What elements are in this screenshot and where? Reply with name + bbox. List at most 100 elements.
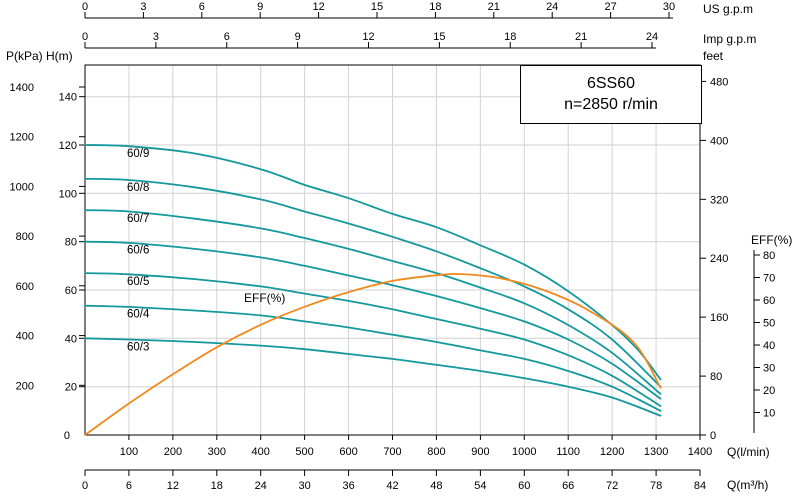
svg-text:300: 300 [208,446,226,458]
svg-text:10: 10 [763,408,775,420]
svg-text:15: 15 [371,1,383,13]
svg-text:84: 84 [694,480,706,492]
svg-text:27: 27 [604,1,616,13]
svg-text:0: 0 [82,480,88,492]
svg-text:9: 9 [295,31,301,43]
axis-q-lmin: 100 200 300 400 500 600 700 800 900 1000 1100 1200 1… [120,435,712,458]
svg-text:80: 80 [65,237,77,249]
svg-text:1200: 1200 [600,446,624,458]
p-axis-title: P(kPa) [6,49,43,63]
axis-feet: 0 80 160 240 320 400 480 [700,76,728,442]
svg-text:18: 18 [211,480,223,492]
svg-text:100: 100 [120,446,138,458]
svg-text:320: 320 [710,194,728,206]
us-gpm-axis-title: US g.p.m [703,2,754,16]
svg-text:6: 6 [199,1,205,13]
svg-text:6: 6 [224,31,230,43]
svg-text:800: 800 [427,446,445,458]
svg-text:60/8: 60/8 [127,182,149,194]
svg-text:30: 30 [298,480,310,492]
svg-text:140: 140 [59,92,77,104]
axis-left-p-h: 2004006008001000120014002040608010012014… [10,82,85,442]
svg-text:21: 21 [575,31,587,43]
svg-text:60/6: 60/6 [127,245,149,257]
q-m3h-axis-title: Q(m³/h) [727,478,769,492]
svg-text:60/3: 60/3 [127,341,149,353]
curve-60-7 [84,209,662,395]
curve-60-5 [84,272,662,407]
svg-text:72: 72 [606,480,618,492]
svg-text:40: 40 [763,340,775,352]
gridlines [85,65,700,435]
svg-text:800: 800 [16,231,34,243]
svg-text:400: 400 [16,331,34,343]
svg-text:18: 18 [504,31,516,43]
pump-model: 6SS60 [586,75,636,93]
svg-text:1400: 1400 [688,446,712,458]
svg-text:60/5: 60/5 [127,276,149,288]
curve-60-3 [84,337,662,417]
svg-text:30: 30 [663,1,675,13]
svg-text:80: 80 [763,250,775,262]
curve-60-6 [84,240,662,400]
curves [84,144,662,436]
svg-text:9: 9 [257,1,263,13]
svg-text:48: 48 [430,480,442,492]
svg-text:18: 18 [429,1,441,13]
svg-text:66: 66 [562,480,574,492]
svg-text:12: 12 [312,1,324,13]
svg-text:60: 60 [518,480,530,492]
title-box: 6SS60 n=2850 r/min [520,65,702,124]
eff-axis-title: EFF(%) [751,233,793,247]
svg-text:1100: 1100 [556,446,580,458]
svg-text:1300: 1300 [644,446,668,458]
svg-text:100: 100 [59,188,77,200]
svg-text:400: 400 [252,446,270,458]
svg-text:400: 400 [710,135,728,147]
q-lmin-axis-title: Q(l/min) [727,445,770,459]
svg-text:70: 70 [763,273,775,285]
svg-text:12: 12 [167,480,179,492]
svg-text:120: 120 [59,140,77,152]
svg-text:20: 20 [65,382,77,394]
svg-text:60/7: 60/7 [127,213,149,225]
svg-text:900: 900 [471,446,489,458]
svg-text:80: 80 [710,371,722,383]
svg-text:24: 24 [646,31,658,43]
curve-efficiency [84,273,662,436]
pump-speed: n=2850 r/min [564,96,658,113]
svg-text:78: 78 [650,480,662,492]
axis-eff: 10 20 30 40 50 60 70 80 [753,250,775,433]
svg-text:500: 500 [295,446,313,458]
svg-text:42: 42 [386,480,398,492]
svg-text:1400: 1400 [10,82,34,94]
svg-text:480: 480 [710,76,728,88]
svg-text:3: 3 [153,31,159,43]
imp-gpm-axis-title: Imp g.p.m [703,32,757,46]
svg-text:1200: 1200 [10,132,34,144]
curve-60-4 [84,304,662,412]
svg-text:40: 40 [65,333,77,345]
axis-us-gpm: 0 3 6 9 12 15 18 21 24 27 30 [82,1,675,19]
svg-text:30: 30 [763,363,775,375]
svg-text:240: 240 [710,253,728,265]
curve-60-9 [84,144,662,381]
feet-axis-title: feet [703,49,724,63]
curve-labels: 60/9 60/8 60/7 60/6 60/5 60/4 60/3 [127,148,150,353]
svg-text:600: 600 [16,281,34,293]
svg-text:24: 24 [255,480,267,492]
svg-text:700: 700 [383,446,401,458]
svg-text:1000: 1000 [10,181,34,193]
svg-text:600: 600 [339,446,357,458]
svg-text:60: 60 [763,295,775,307]
svg-text:0: 0 [64,430,70,442]
eff-curve-label: EFF(%) [244,291,286,305]
svg-text:6: 6 [126,480,132,492]
svg-text:60/9: 60/9 [127,148,149,160]
svg-text:0: 0 [82,1,88,13]
curve-60-8 [84,177,662,388]
svg-text:200: 200 [16,380,34,392]
svg-text:50: 50 [763,318,775,330]
